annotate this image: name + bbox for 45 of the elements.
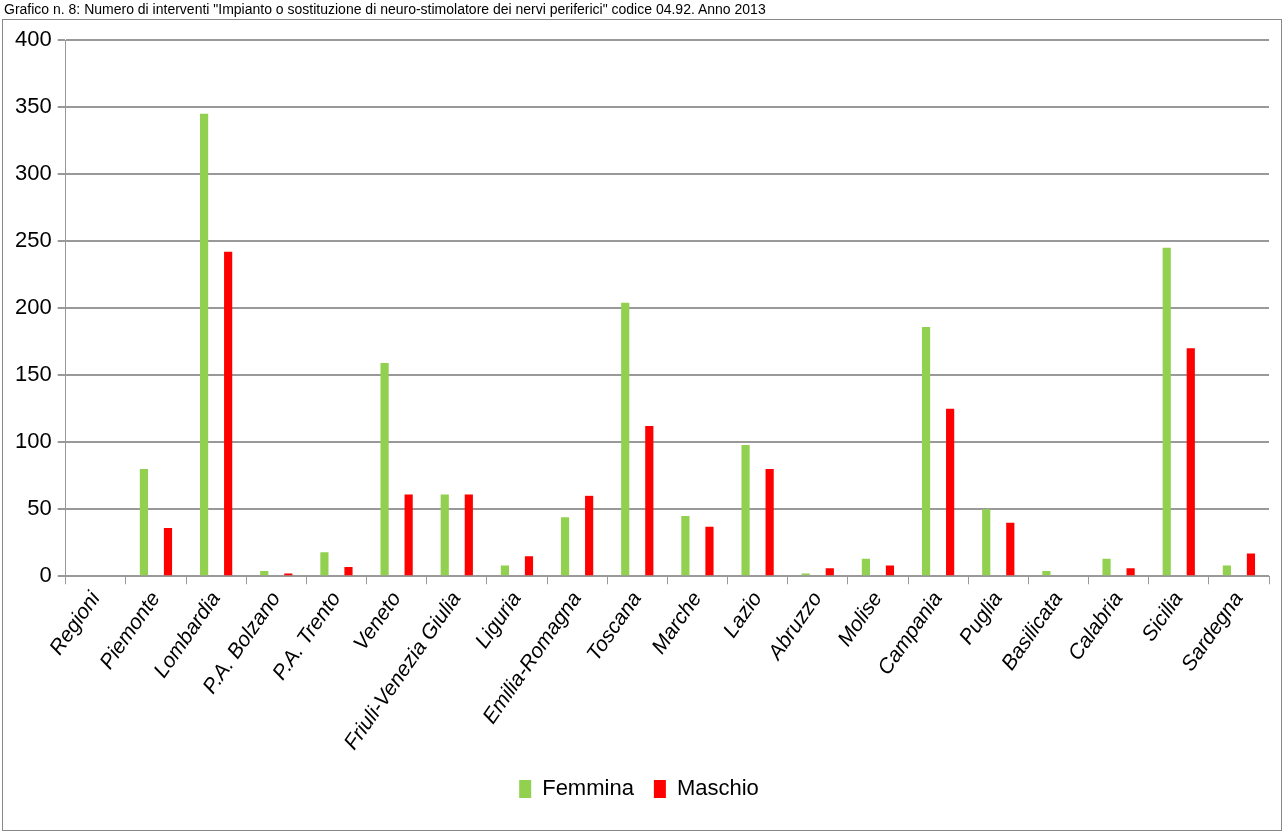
bar xyxy=(524,556,534,576)
bar xyxy=(139,469,149,576)
y-tick-label: 200 xyxy=(14,294,52,320)
bar xyxy=(440,494,449,576)
legend-label: Femmina xyxy=(542,775,635,801)
y-tick-label: 100 xyxy=(14,428,52,454)
bar xyxy=(825,568,834,576)
y-tick-label: 400 xyxy=(14,26,52,52)
bar xyxy=(404,494,413,576)
bar xyxy=(861,558,870,576)
bar xyxy=(1246,553,1256,576)
bar xyxy=(621,302,630,576)
bar xyxy=(705,526,714,576)
bar xyxy=(885,565,895,576)
chart-title: Grafico n. 8: Numero di interventi "Impianto o sostituzione di neuro-stimolatore dei nervi periferici" codice 04.92. Anno 2013 xyxy=(4,0,766,18)
bar xyxy=(224,251,233,576)
bar xyxy=(585,495,594,576)
bar xyxy=(765,469,774,576)
bar xyxy=(500,565,509,576)
bar xyxy=(464,494,473,576)
y-tick-label: 0 xyxy=(39,562,52,588)
bar xyxy=(1162,247,1171,576)
bar xyxy=(1006,522,1015,576)
bar xyxy=(982,509,991,576)
y-tick-label: 250 xyxy=(14,227,52,253)
bar xyxy=(1222,565,1231,576)
bar xyxy=(946,408,955,576)
bar xyxy=(681,515,690,576)
bar xyxy=(560,517,570,576)
y-tick-label: 50 xyxy=(27,495,52,521)
bar xyxy=(741,444,750,576)
y-tick-label: 300 xyxy=(14,160,52,186)
y-tick-label: 150 xyxy=(14,361,52,387)
bar xyxy=(921,326,931,576)
y-tick-label: 350 xyxy=(14,93,52,119)
legend-label: Maschio xyxy=(676,775,759,801)
bar xyxy=(199,113,209,576)
bar xyxy=(1102,558,1111,576)
bar xyxy=(344,566,353,576)
bar xyxy=(163,528,173,576)
bar xyxy=(380,363,389,576)
bar xyxy=(320,552,329,576)
bar xyxy=(1186,348,1195,576)
bar xyxy=(1126,568,1135,576)
bar xyxy=(645,426,654,576)
